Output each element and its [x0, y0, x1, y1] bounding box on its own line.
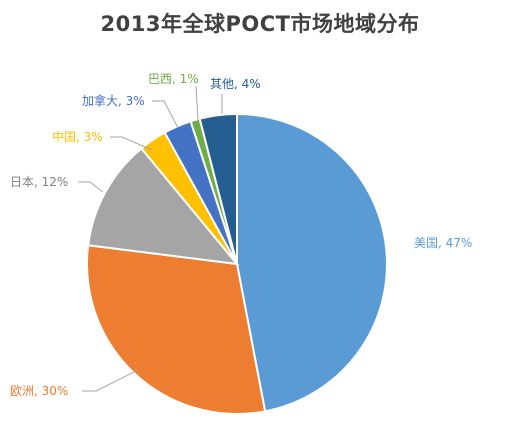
pie-slices	[86, 112, 388, 415]
pie-slice-us	[236, 112, 388, 413]
pie-slice-japan	[87, 147, 240, 266]
leader-lines	[78, 85, 223, 392]
leader-line-canada	[152, 100, 179, 129]
slice-label-us: 美国, 47%	[414, 236, 472, 250]
slice-label-canada: 加拿大, 3%	[82, 93, 145, 108]
leader-line-japan	[78, 181, 104, 193]
slice-label-europe: 欧洲, 30%	[10, 384, 68, 398]
chart-title: 2013年全球POCT市场地域分布	[100, 12, 420, 36]
slice-label-other: 其他, 4%	[210, 77, 261, 91]
slice-label-brazil: 巴西, 1%	[148, 72, 199, 86]
slice-labels: 美国, 47% 欧洲, 30% 日本, 12% 中国, 3% 加拿大, 3%巴西, 1%…	[10, 72, 472, 398]
slice-label-japan: 日本, 12%	[10, 175, 68, 189]
leader-line-brazil	[195, 85, 199, 121]
slice-label-china: 中国, 3%	[52, 129, 103, 144]
leader-line-europe	[82, 369, 139, 392]
pie-slice-europe	[86, 244, 267, 415]
leader-line-china	[110, 136, 153, 151]
pie-slice-other	[198, 112, 238, 265]
